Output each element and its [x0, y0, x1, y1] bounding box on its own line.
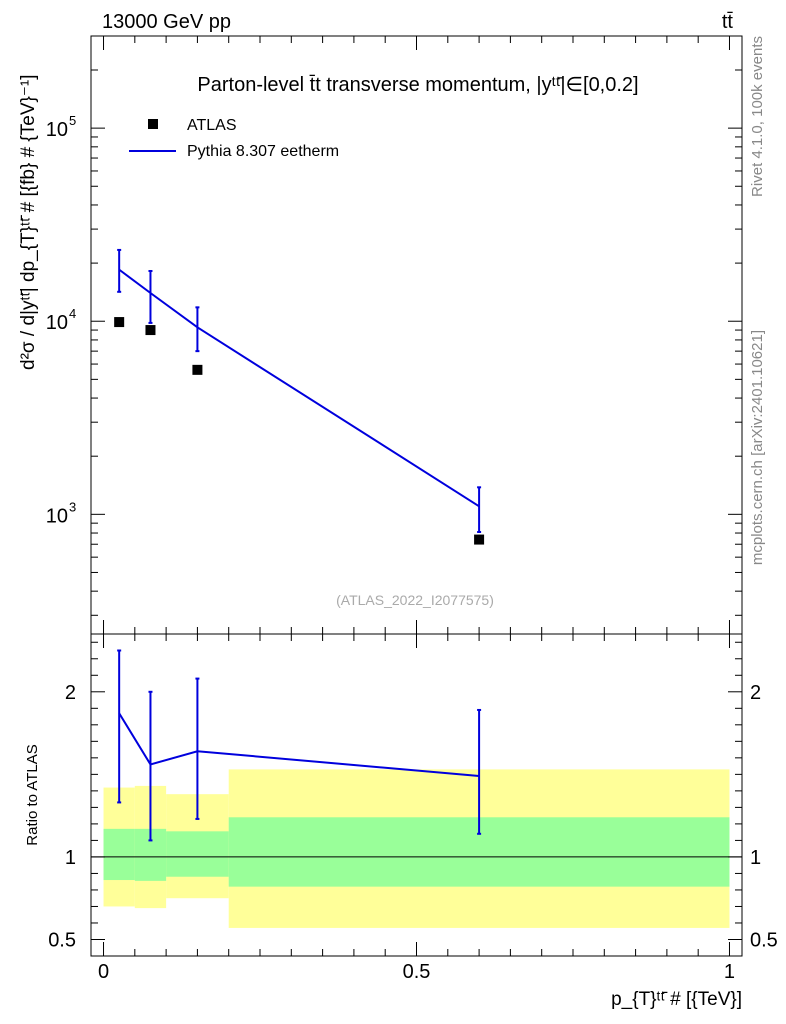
main-y-tick-label: 10 — [46, 505, 68, 527]
legend-atlas-marker — [148, 119, 158, 129]
main-y-tick-exponent: 4 — [69, 306, 76, 321]
ratio-y-tick-label: 1 — [65, 847, 76, 869]
uncertainty-band-inner — [103, 828, 135, 881]
atlas-data-point — [145, 325, 156, 336]
uncertainty-band-inner — [166, 831, 229, 877]
legend-mc-label: Pythia 8.307 eetherm — [187, 143, 339, 160]
process-label: tt̄ — [722, 11, 734, 33]
main-plot-title: Parton-level t̄t transverse momentum, |y… — [197, 74, 638, 96]
x-tick-label: 0 — [98, 961, 109, 983]
atlas-data-point — [192, 364, 203, 375]
main-y-tick-label: 10 — [46, 312, 68, 334]
ratio-y-tick-label: 0.5 — [48, 929, 76, 951]
ratio-panel: 0.5 0.5 1 1 2 2 0 0.5 1 Ratio to ATLAS p_{T}ᵗᵗ̄ … — [24, 633, 778, 1010]
analysis-id-watermark: (ATLAS_2022_I2077575) — [336, 592, 494, 608]
main-y-tick-label: 10 — [46, 119, 68, 141]
ratio-y-tick-label-right: 1 — [750, 847, 761, 869]
ratio-axes: 0.5 0.5 1 1 2 2 0 0.5 1 — [48, 634, 778, 983]
ratio-y-tick-label: 2 — [65, 682, 76, 704]
atlas-data-point — [474, 534, 485, 545]
ratio-plot-content — [91, 649, 742, 928]
ratio-y-axis-label: Ratio to ATLAS — [24, 744, 41, 845]
main-y-tick-exponent: 3 — [69, 499, 76, 514]
mc-line — [118, 268, 480, 508]
ratio-y-tick-label-right: 0.5 — [750, 929, 778, 951]
main-plot-content — [114, 248, 485, 545]
main-y-tick-exponent: 5 — [69, 113, 76, 128]
atlas-data-point — [114, 317, 125, 328]
legend-atlas-label: ATLAS — [187, 117, 237, 134]
x-tick-label: 1 — [724, 961, 735, 983]
x-axis-label: p_{T}ᵗᵗ̄ # [{TeV}] — [611, 989, 742, 1010]
mc-ratio-line — [118, 712, 480, 778]
mcplots-source-label: mcplots.cern.ch [arXiv:2401.10621] — [749, 330, 766, 565]
x-tick-label: 0.5 — [403, 961, 431, 983]
ratio-y-tick-label-right: 2 — [750, 682, 761, 704]
main-y-axis-label: d²σ / d|yᵗᵗ̄| dp_{T}ᵗᵗ̄ # [{fb} # {TeV}⁻… — [18, 74, 39, 370]
rivet-version-label: Rivet 4.1.0, 100k events — [749, 36, 766, 197]
energy-label: 13000 GeV pp — [102, 11, 231, 33]
legend: ATLAS Pythia 8.307 eetherm — [129, 117, 339, 160]
